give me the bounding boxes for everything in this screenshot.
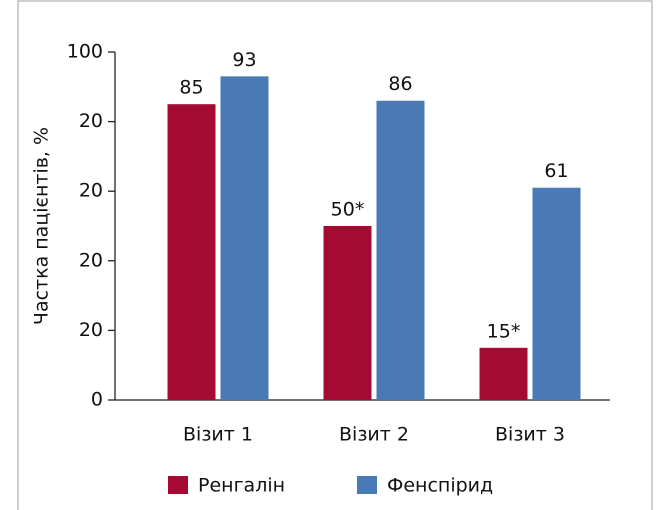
legend-label: Фенспірид [387, 475, 493, 497]
x-tick-label: Візит 3 [495, 424, 565, 446]
bar [167, 104, 216, 400]
y-tick-label: 20 [79, 110, 103, 132]
frame [17, 0, 653, 510]
y-axis-label: Частка пацієнтів, % [31, 127, 53, 325]
data-label: 15* [487, 320, 521, 342]
bar [532, 187, 581, 400]
data-label: 50* [331, 199, 365, 221]
legend-label: Ренгалін [198, 475, 285, 497]
data-label: 85 [179, 77, 203, 99]
y-tick-label: 0 [91, 389, 103, 411]
x-tick-label: Візит 2 [339, 424, 409, 446]
y-tick-label: 20 [79, 249, 103, 271]
x-tick-label: Візит 1 [183, 424, 253, 446]
y-tick-label: 20 [79, 180, 103, 202]
bar [479, 347, 528, 400]
y-tick-label: 100 [67, 41, 103, 63]
bar [220, 76, 269, 401]
bar [376, 100, 425, 400]
bar [323, 226, 372, 400]
data-label: 93 [232, 49, 256, 71]
y-tick-label: 20 [79, 319, 103, 341]
legend-swatch [168, 476, 188, 494]
legend-swatch [357, 476, 377, 494]
data-label: 61 [544, 160, 568, 182]
data-label: 86 [388, 73, 412, 95]
